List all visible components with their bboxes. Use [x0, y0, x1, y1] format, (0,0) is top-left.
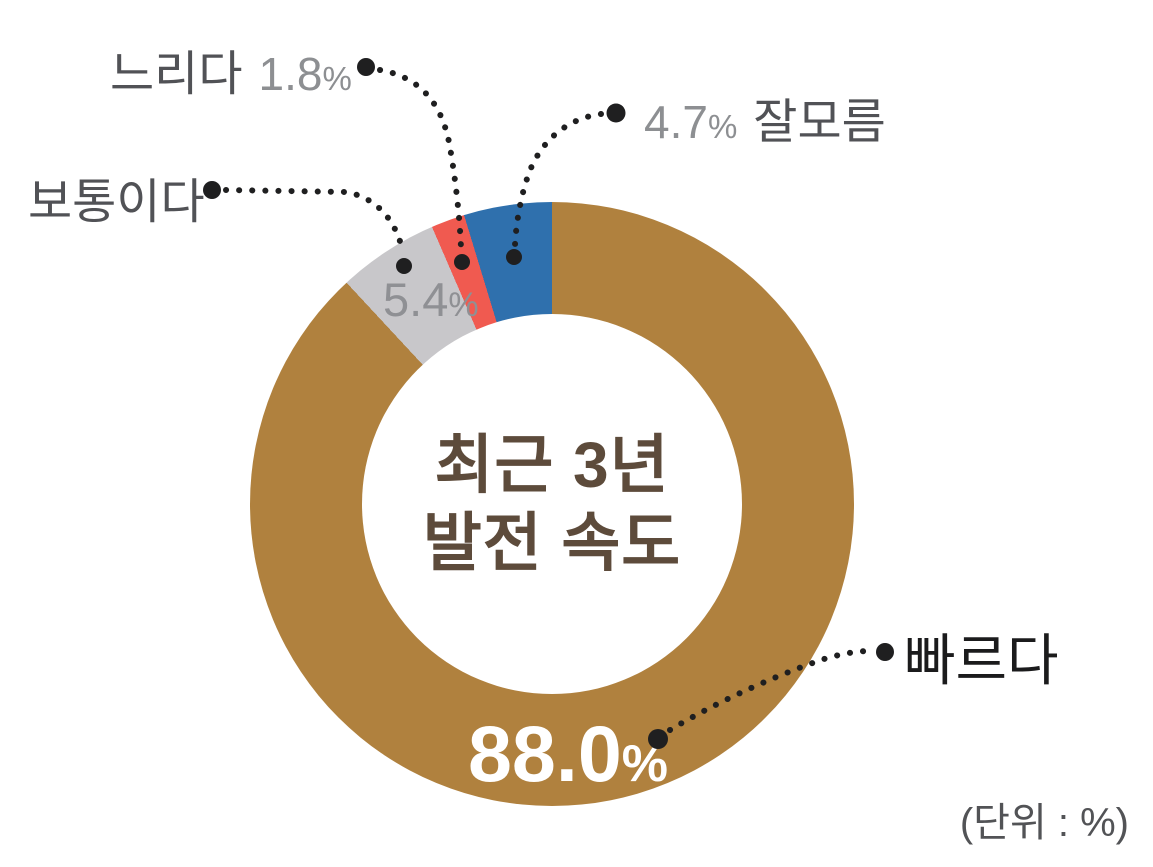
label-unknown-percent-sign: % [707, 108, 738, 145]
leader-path-normal [223, 187, 405, 251]
label-unknown-number: 4.7 [644, 96, 708, 148]
leader-dot-fast-label [876, 643, 894, 661]
value-fast-number: 88.0 [467, 709, 622, 798]
label-unknown-value: 4.7% [644, 95, 737, 149]
label-normal-name: 보통이다 [28, 176, 205, 229]
label-unknown: 4.7% 잘모름 [644, 82, 886, 152]
label-fast: 빠르다 [904, 616, 1059, 697]
leader-dot-unknown-label [606, 103, 626, 123]
label-fast-name: 빠르다 [904, 629, 1059, 692]
chart-title-line2: 발전 속도 [422, 507, 682, 579]
value-normal-segment: 5.4% [383, 272, 479, 327]
label-slow-percent-sign: % [322, 60, 352, 97]
unit-note: (단위 : %) [959, 801, 1129, 845]
leader-dot-slow-label [357, 58, 375, 76]
label-slow-name: 느리다 [110, 48, 243, 101]
label-normal: 보통이다 [28, 162, 205, 232]
value-fast-segment: 88.0% [468, 708, 668, 800]
value-normal-number: 5.4 [383, 273, 449, 326]
label-unknown-name: 잘모름 [753, 96, 886, 149]
value-normal-percent-sign: % [448, 286, 479, 324]
value-fast-percent-sign: % [621, 735, 669, 793]
label-slow-value: 1.8% [258, 47, 351, 101]
leader-dot-normal-label [203, 181, 221, 199]
label-slow: 느리다 1.8% [110, 34, 352, 104]
label-slow-number: 1.8 [258, 48, 323, 100]
donut-hole: 최근 3년 발전 속도 [362, 314, 742, 694]
donut-ring: 최근 3년 발전 속도 [250, 202, 854, 806]
chart-title-line1: 최근 3년 [434, 429, 670, 501]
